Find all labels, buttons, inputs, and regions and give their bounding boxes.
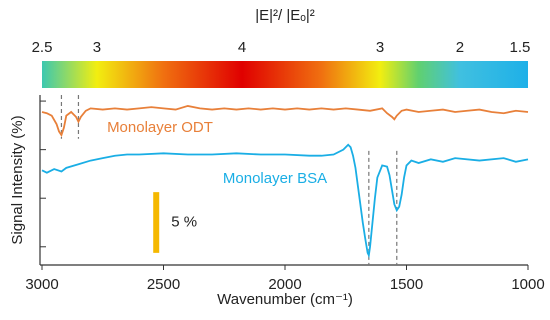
colorbar-tick-label: 2.5 xyxy=(32,39,53,56)
scale-bar xyxy=(153,192,160,253)
y-axis-label: Signal Intensity (%) xyxy=(9,115,26,244)
spectrum-line xyxy=(41,143,529,259)
colorbar-tick-label: 4 xyxy=(238,39,246,56)
colorbar-tick-label: 2 xyxy=(456,39,464,56)
colorbar-tick-label: 3 xyxy=(93,39,101,56)
x-axis-label: Wavenumber (cm⁻¹) xyxy=(217,291,353,308)
colorbar-tick-label: 1.5 xyxy=(510,39,531,56)
colorbar xyxy=(42,61,528,88)
x-tick-label: 1500 xyxy=(390,276,423,293)
colorbar-title: |E|²/ |Eₒ|² xyxy=(255,7,315,24)
x-tick-label: 3000 xyxy=(25,276,58,293)
spectrum-line xyxy=(41,105,529,138)
colorbar-tick-label: 3 xyxy=(376,39,384,56)
series-label: Monolayer BSA xyxy=(223,170,327,187)
x-tick-label: 2500 xyxy=(147,276,180,293)
x-tick-label: 2000 xyxy=(268,276,301,293)
scale-bar-label: 5 % xyxy=(171,213,197,230)
series-label: Monolayer ODT xyxy=(107,119,213,136)
x-tick-label: 1000 xyxy=(511,276,544,293)
